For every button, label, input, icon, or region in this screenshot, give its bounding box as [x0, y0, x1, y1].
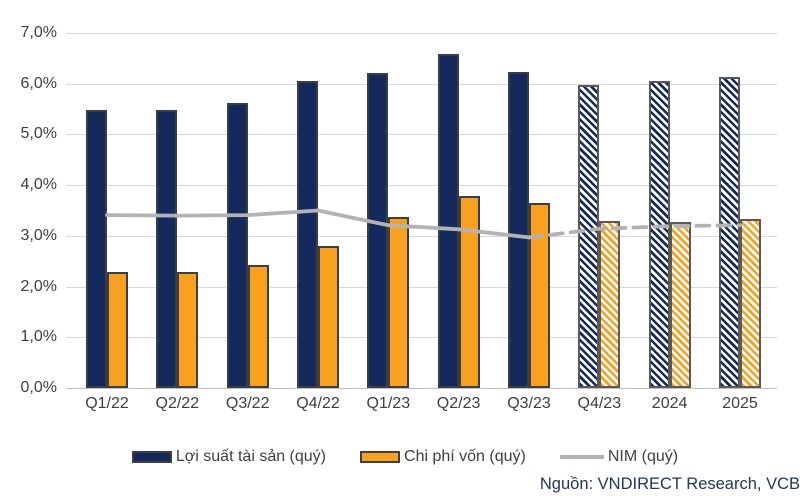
bar-asset-yield [367, 72, 389, 388]
bar-cost-of-funds [107, 272, 128, 388]
gridline [66, 185, 777, 187]
x-tick-label: Q4/22 [296, 395, 340, 412]
bar-cost-of-funds [388, 216, 410, 388]
x-tick-label: Q4/23 [577, 395, 622, 412]
bar-asset-yield [86, 109, 107, 388]
bar-asset-yield [648, 81, 670, 388]
gridline [66, 83, 777, 85]
gridline [66, 134, 777, 136]
x-tick-label: Q1/22 [85, 395, 129, 412]
bar-cost-of-funds [529, 203, 550, 388]
chart-legend: Lợi suất tài sản (quý) Chi phí vốn (quý)… [0, 448, 810, 466]
bar-cost-of-funds [177, 271, 199, 388]
x-tick-label: Q3/23 [507, 395, 551, 412]
bar-cost-of-funds [599, 220, 621, 388]
bar-asset-yield [437, 53, 459, 388]
x-tick-label: Q2/22 [155, 395, 200, 412]
bar-cost-of-funds [458, 196, 480, 388]
x-axis-line [66, 388, 777, 389]
source-note: Nguồn: VNDIRECT Research, VCB [539, 475, 800, 493]
bar-asset-yield [156, 109, 178, 388]
legend-label-asset-yield: Lợi suất tài sản (quý) [175, 448, 327, 465]
gridline [66, 33, 777, 34]
gridline [66, 286, 777, 288]
y-tick-label: 1,0% [20, 328, 57, 346]
legend-item-cost-of-funds: Chi phí vốn (quý) [360, 448, 526, 466]
cost-of-funds-swatch-icon [360, 451, 401, 463]
y-tick-label: 3,0% [20, 226, 57, 244]
nim-line-swatch-icon [559, 455, 604, 459]
x-tick-label: 2025 [722, 395, 758, 412]
bar-cost-of-funds [247, 264, 269, 388]
legend-label-nim: NIM (quý) [607, 448, 679, 465]
asset-yield-swatch-icon [131, 451, 172, 463]
bar-asset-yield [508, 71, 529, 388]
y-tick-label: 4,0% [20, 176, 57, 194]
x-tick-label: 2024 [651, 395, 688, 412]
legend-label-cost-of-funds: Chi phí vốn (quý) [404, 448, 526, 465]
y-tick-label: 5,0% [20, 125, 57, 143]
bar-cost-of-funds [740, 218, 761, 388]
bar-cost-of-funds [318, 246, 339, 388]
legend-item-nim: NIM (quý) [559, 448, 679, 466]
bar-asset-yield [297, 80, 318, 388]
x-tick-label: Q3/22 [225, 395, 270, 412]
bar-asset-yield [578, 85, 600, 388]
bar-asset-yield [719, 77, 740, 388]
gridline [66, 337, 777, 339]
y-tick-label: 2,0% [20, 277, 57, 295]
x-tick-label: Q1/23 [366, 395, 411, 412]
x-tick-label: Q2/23 [436, 395, 481, 412]
legend-item-asset-yield: Lợi suất tài sản (quý) [131, 448, 327, 466]
bar-cost-of-funds [669, 222, 691, 388]
bar-asset-yield [226, 102, 248, 388]
y-tick-label: 6,0% [20, 74, 57, 92]
y-tick-label: 0,0% [20, 379, 57, 396]
y-tick-label: 7,0% [20, 24, 57, 41]
